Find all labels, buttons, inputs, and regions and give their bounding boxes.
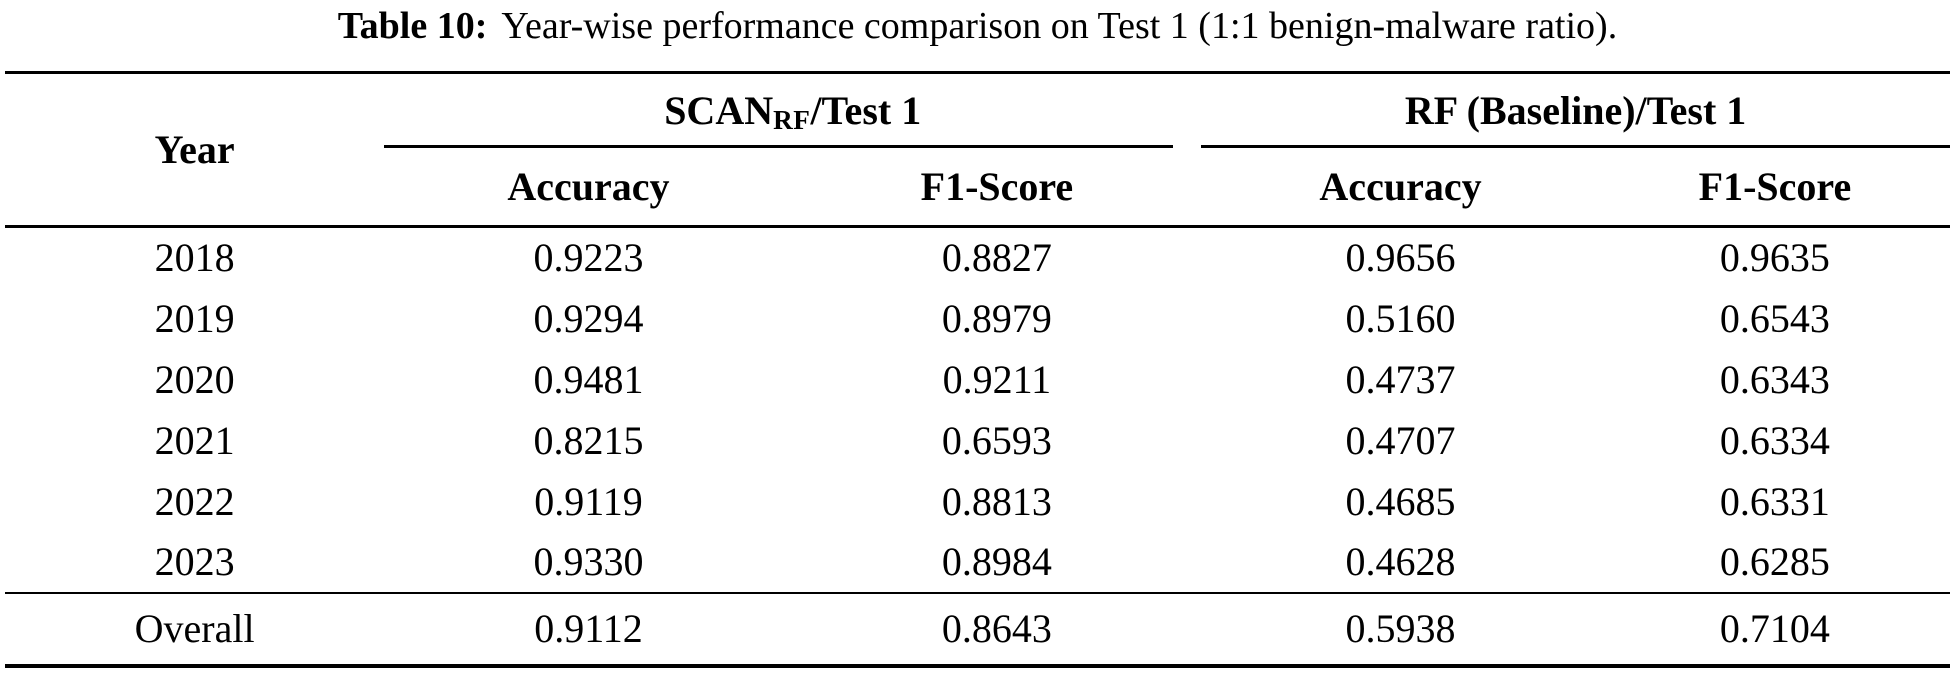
cell-overall-rf-f1: 0.7104 xyxy=(1599,591,1950,666)
table-body: 2018 0.9223 0.8827 0.9656 0.9635 2019 0.… xyxy=(5,227,1950,593)
cell-scan-accuracy: 0.9223 xyxy=(533,235,644,281)
cell-year: 2022 xyxy=(154,478,235,524)
cell-rf-f1: 0.6343 xyxy=(1719,356,1830,402)
cell-overall-scan-accuracy: 0.9112 xyxy=(384,591,793,666)
cell-overall-rf-accuracy: 0.5938 xyxy=(1201,591,1600,666)
cell-rf-f1: 0.6543 xyxy=(1719,295,1830,341)
cell-rf-f1: 0.6331 xyxy=(1719,478,1830,524)
cell-rf-accuracy: 0.5160 xyxy=(1345,295,1456,341)
table-header: Year SCANRF/Test 1 RF (Baseline)/Test 1 … xyxy=(5,72,1950,228)
cell-scan-accuracy: 0.8215 xyxy=(533,417,644,463)
cell-scan-accuracy: 0.9481 xyxy=(533,356,644,402)
cell-rf-f1: 0.9635 xyxy=(1719,235,1830,281)
cell-scan-accuracy: 0.9294 xyxy=(533,295,644,341)
table-row-overall: Overall 0.9112 0.8643 0.5938 0.7104 xyxy=(5,591,1950,666)
cell-rf-accuracy: 0.4628 xyxy=(1345,539,1456,584)
cell-rf-accuracy: 0.4685 xyxy=(1345,478,1456,524)
table-row-2022: 2022 0.9119 0.8813 0.4685 0.6331 xyxy=(5,471,1950,532)
table-caption-text: Year-wise performance comparison on Test… xyxy=(501,5,1618,47)
table-row-2023: 2023 0.9330 0.8984 0.4628 0.6285 xyxy=(5,532,1950,593)
cell-year: 2023 xyxy=(154,539,235,584)
scan-group-main: SCAN xyxy=(664,88,774,134)
cell-year: 2018 xyxy=(154,235,235,281)
column-header-rf-accuracy: Accuracy xyxy=(1201,147,1600,228)
column-header-rf-f1: F1-Score xyxy=(1599,147,1950,228)
cell-year: 2019 xyxy=(154,295,235,341)
cell-scan-f1: 0.6593 xyxy=(941,417,1052,463)
table-row-2018: 2018 0.9223 0.8827 0.9656 0.9635 xyxy=(5,227,1950,288)
column-group-scan-rf-test1: SCANRF/Test 1 xyxy=(384,73,1201,148)
scan-group-suffix: /Test 1 xyxy=(810,88,922,134)
column-header-year: Year xyxy=(5,72,385,228)
cell-rf-accuracy: 0.4707 xyxy=(1345,417,1456,463)
scan-group-subscript: RF xyxy=(773,105,811,136)
cell-scan-accuracy: 0.9119 xyxy=(534,478,643,524)
header-sub-row: Accuracy F1-Score Accuracy F1-Score xyxy=(5,147,1950,228)
cell-scan-accuracy: 0.9330 xyxy=(533,539,644,584)
cell-rf-accuracy: 0.9656 xyxy=(1345,235,1456,281)
cell-overall-scan-f1: 0.8643 xyxy=(792,591,1202,666)
table-row-2020: 2020 0.9481 0.9211 0.4737 0.6343 xyxy=(5,349,1950,410)
cell-scan-f1: 0.9211 xyxy=(942,356,1052,402)
column-header-scan-accuracy: Accuracy xyxy=(384,147,793,228)
table-summary: Overall 0.9112 0.8643 0.5938 0.7104 xyxy=(5,591,1950,666)
cell-year: 2020 xyxy=(154,356,235,402)
cell-scan-f1: 0.8827 xyxy=(941,235,1052,281)
header-group-row: Year SCANRF/Test 1 RF (Baseline)/Test 1 xyxy=(5,72,1950,228)
table-row-2019: 2019 0.9294 0.8979 0.5160 0.6543 xyxy=(5,288,1950,349)
cell-rf-f1: 0.6285 xyxy=(1719,539,1830,584)
table-caption: Table 10: Year-wise performance compariso… xyxy=(0,0,1955,49)
table-row-2021: 2021 0.8215 0.6593 0.4707 0.6334 xyxy=(5,410,1950,471)
cell-year: 2021 xyxy=(154,417,235,463)
cell-rf-f1: 0.6334 xyxy=(1719,417,1830,463)
cell-rf-accuracy: 0.4737 xyxy=(1345,356,1456,402)
cell-scan-f1: 0.8984 xyxy=(941,539,1052,584)
cell-overall-label: Overall xyxy=(5,591,385,666)
column-header-scan-f1: F1-Score xyxy=(792,147,1202,228)
cell-scan-f1: 0.8979 xyxy=(941,295,1052,341)
performance-table: Year SCANRF/Test 1 RF (Baseline)/Test 1 … xyxy=(5,71,1950,668)
column-group-rf-baseline-test1: RF (Baseline)/Test 1 xyxy=(1201,73,1950,148)
cell-scan-f1: 0.8813 xyxy=(941,478,1052,524)
table-caption-label: Table 10: xyxy=(337,5,488,47)
